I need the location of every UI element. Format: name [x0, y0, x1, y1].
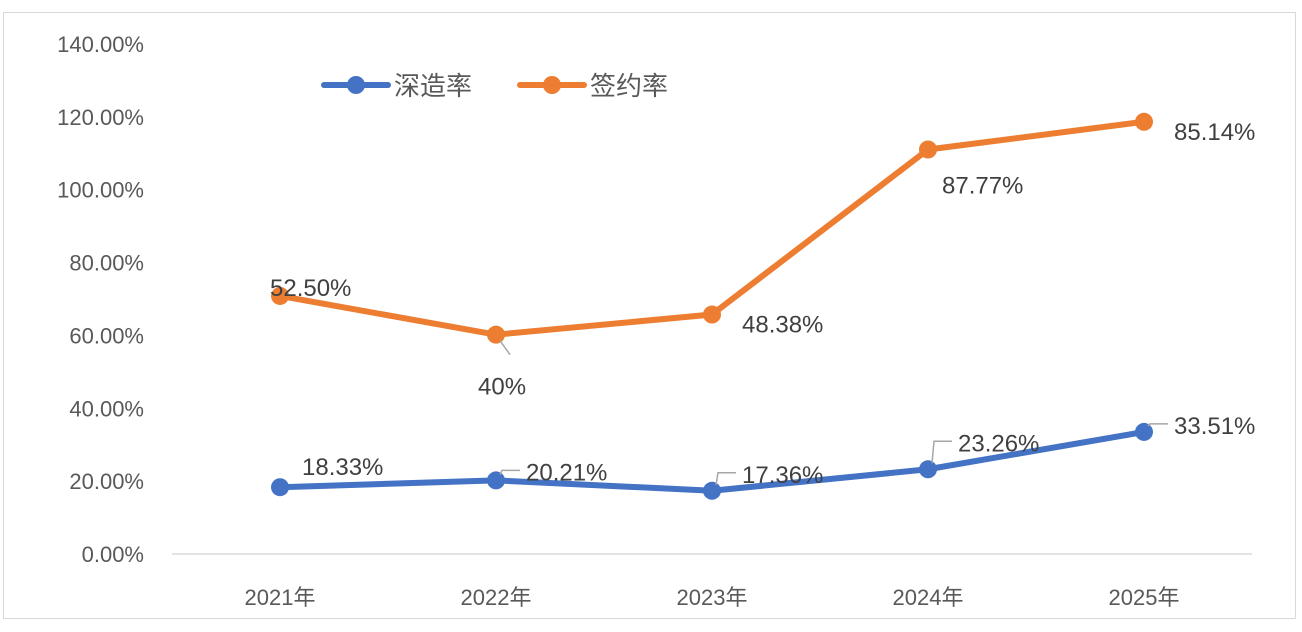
data-label: 20.21%	[526, 459, 607, 486]
y-tick-label: 100.00%	[57, 178, 144, 203]
legend-marker-icon	[543, 76, 561, 94]
y-tick-label: 60.00%	[69, 323, 144, 348]
x-tick-label: 2025年	[1109, 585, 1180, 610]
data-point	[271, 286, 289, 305]
y-tick-label: 20.00%	[69, 469, 144, 494]
data-label: 17.36%	[742, 462, 823, 489]
x-tick-label: 2021年	[245, 585, 316, 610]
data-point	[703, 305, 721, 324]
leader-line	[1147, 423, 1168, 427]
data-label: 33.51%	[1174, 413, 1255, 440]
data-point	[487, 325, 505, 344]
series-line-2	[277, 118, 1147, 338]
x-tick-label: 2023年	[677, 585, 748, 610]
legend-label: 深造率	[394, 71, 472, 101]
data-label: 23.26%	[958, 430, 1039, 457]
data-label: 85.14%	[1174, 119, 1255, 146]
data-point	[1135, 112, 1153, 131]
data-point	[703, 481, 721, 500]
y-tick-label: 140.00%	[57, 32, 144, 57]
leader-line	[499, 340, 511, 356]
data-label: 87.77%	[942, 173, 1023, 200]
y-tick-label: 120.00%	[57, 105, 144, 130]
data-point	[1135, 422, 1153, 441]
x-tick-label: 2022年	[461, 585, 532, 610]
y-tick-label: 0.00%	[82, 542, 144, 567]
y-tick-label: 40.00%	[69, 396, 144, 421]
data-label: 18.33%	[302, 454, 383, 481]
leader-line	[499, 469, 520, 475]
legend-label: 签约率	[590, 71, 668, 101]
data-label: 52.50%	[270, 275, 351, 302]
data-label: 40%	[478, 374, 526, 401]
x-tick-label: 2024年	[893, 585, 964, 610]
data-point	[487, 471, 505, 490]
leader-line	[715, 472, 736, 485]
legend-marker-icon	[347, 76, 365, 94]
y-tick-label: 80.00%	[69, 251, 144, 276]
data-point	[271, 478, 289, 497]
chart-frame	[3, 12, 1296, 619]
leader-line	[931, 440, 952, 464]
data-point	[919, 140, 937, 159]
data-label: 48.38%	[742, 312, 823, 339]
data-point	[919, 460, 937, 479]
